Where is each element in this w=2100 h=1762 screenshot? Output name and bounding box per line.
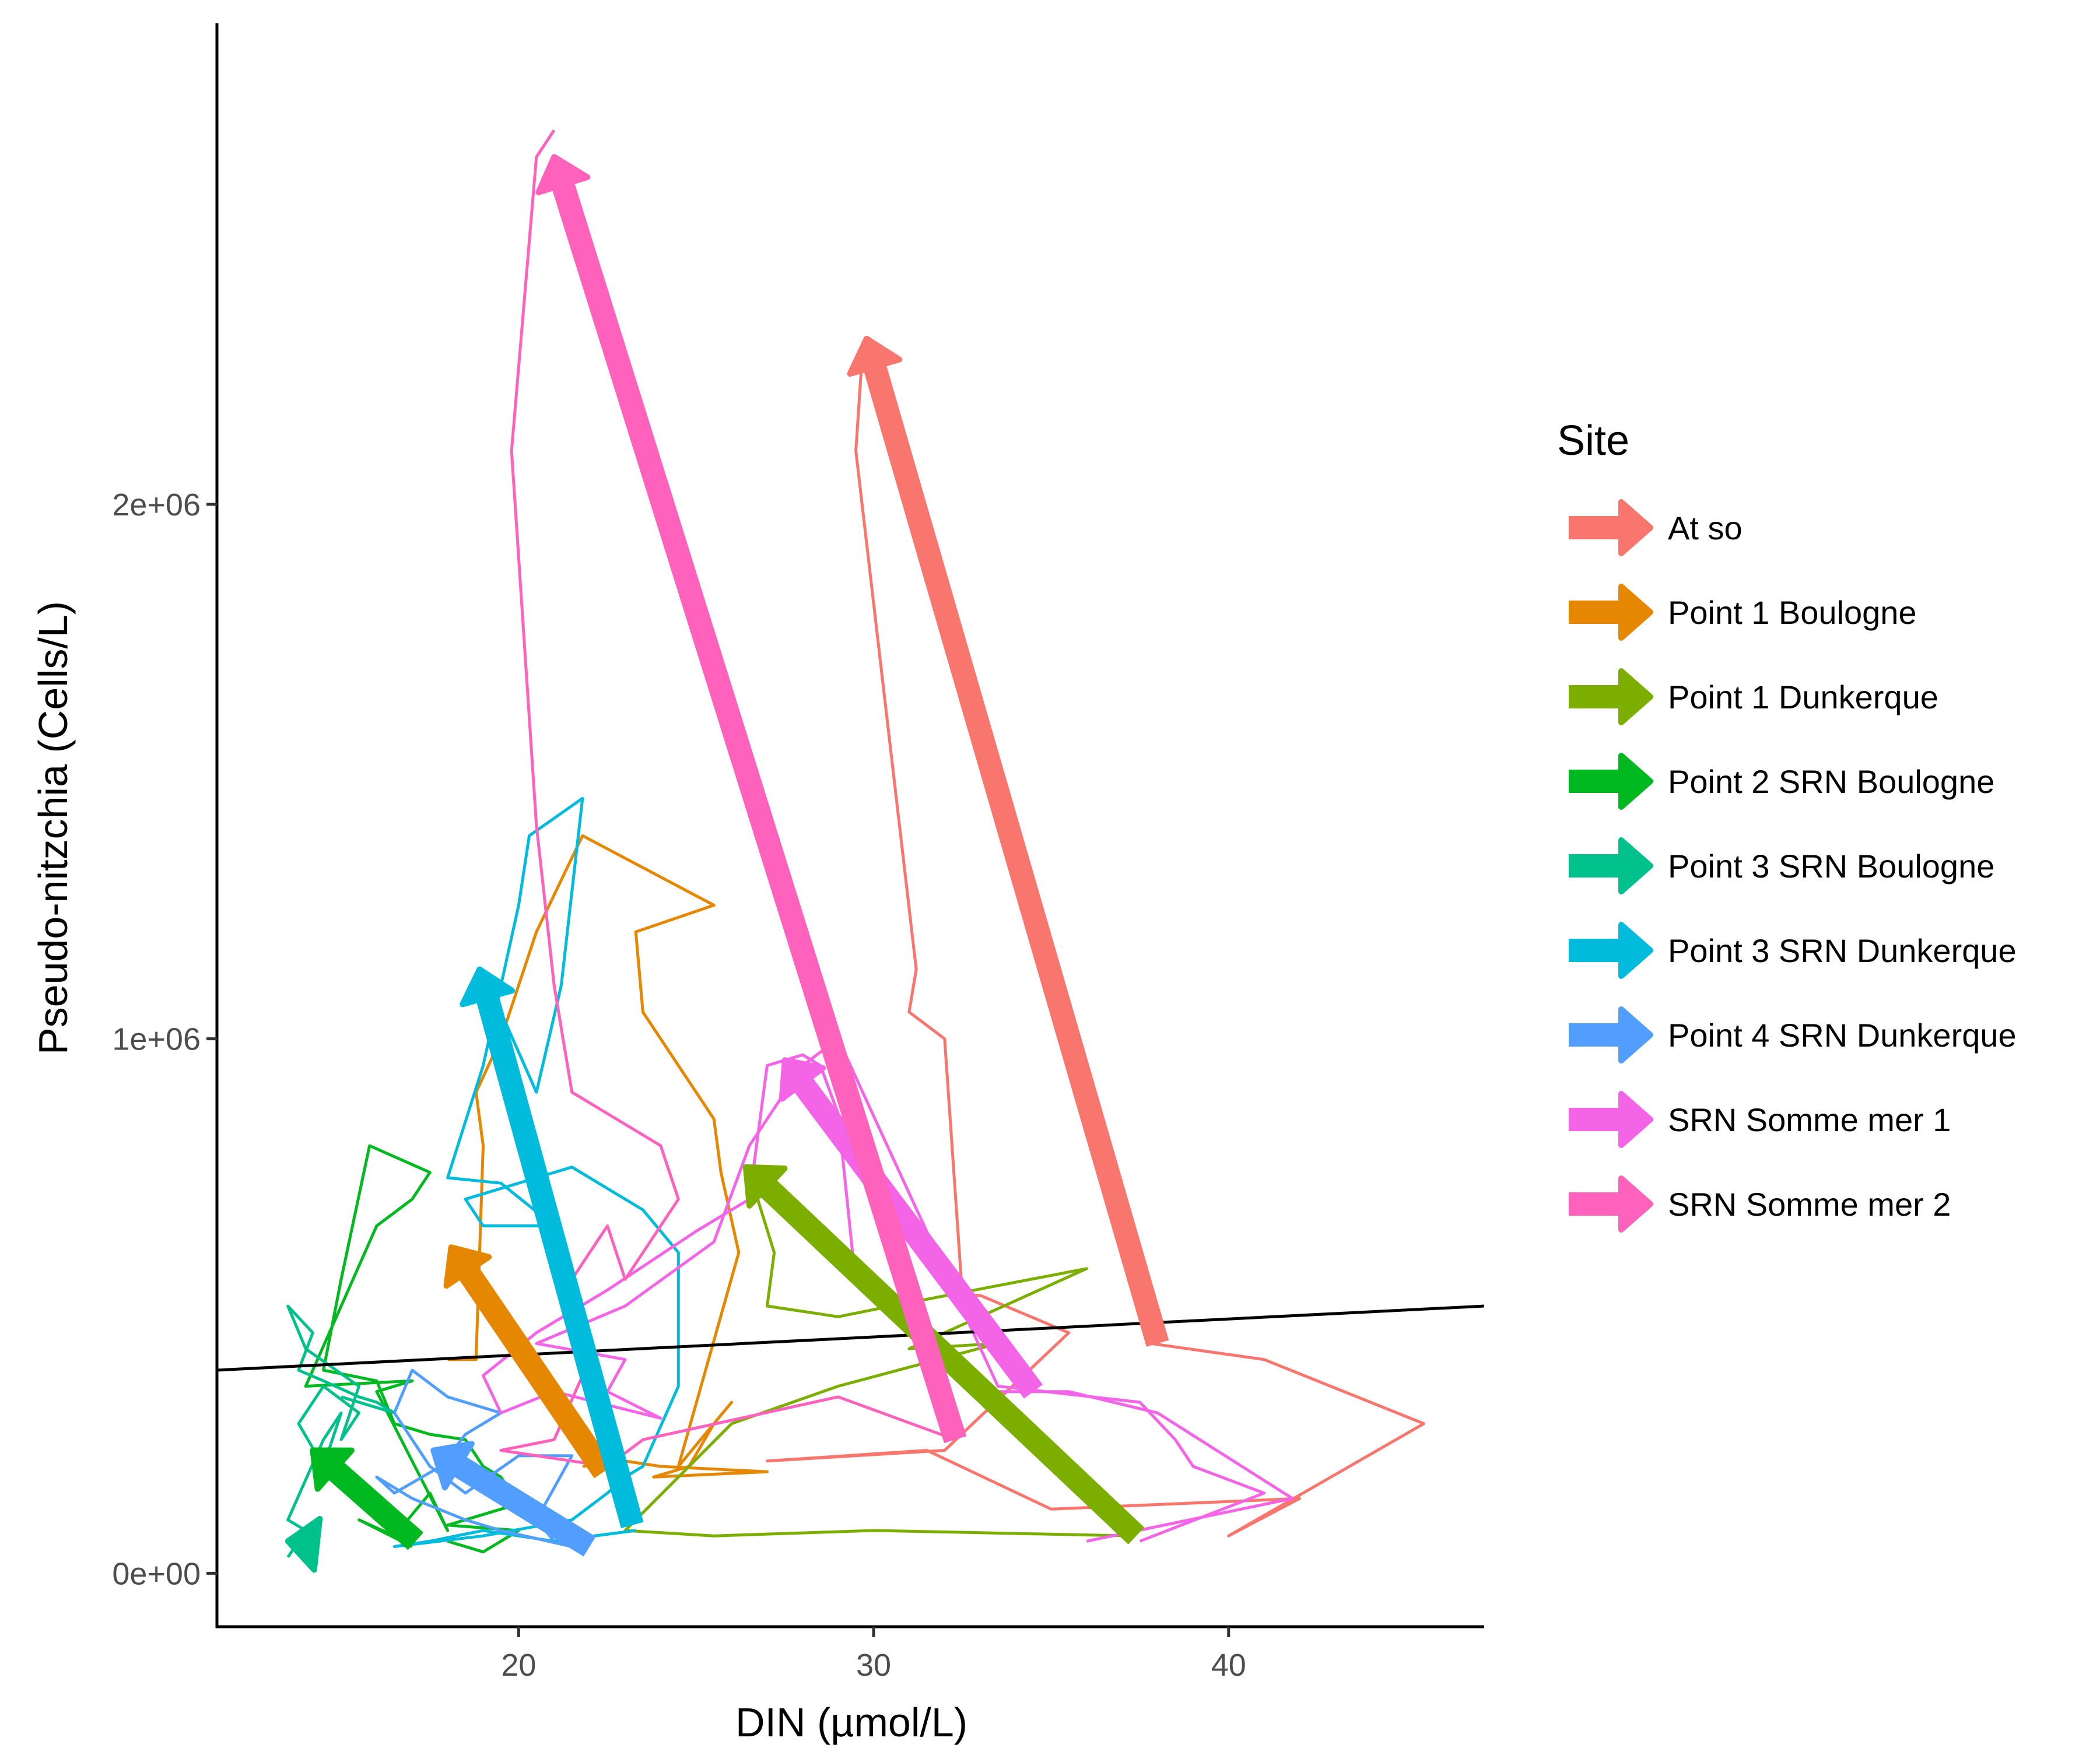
y-tick-label: 2e+06 [112, 487, 201, 522]
legend-label: Point 1 Dunkerque [1668, 679, 1938, 715]
y-axis-title: Pseudo-nitzchia (Cells/L) [30, 601, 76, 1055]
arrow-srn-somme-mer-1 [779, 1057, 1043, 1399]
legend-item-point-2-srn-boulogne: Point 2 SRN Boulogne [1569, 753, 1994, 810]
legend-item-srn-somme-mer-1: SRN Somme mer 1 [1569, 1091, 1951, 1148]
x-axis-title: DIN (µmol/L) [735, 1700, 967, 1745]
legend-item-at-so: At so [1569, 499, 1743, 556]
series-lines [286, 129, 1425, 1559]
arrow-point-3-srn-boulogne [285, 1515, 323, 1573]
arrow-srn-somme-mer-2 [535, 154, 967, 1444]
legend-label: SRN Somme mer 2 [1668, 1186, 1951, 1223]
legend-key-point-4-srn-dunkerque [1569, 1006, 1653, 1063]
legend: Site At so Point 1 Boulogne Point 1 Dunker… [1557, 417, 2017, 1233]
y-tick-label: 1e+06 [112, 1022, 201, 1057]
legend-key-at-so [1569, 499, 1653, 556]
series-line-point-1-boulogne [447, 834, 769, 1479]
series-line-point-3-srn-dunkerque [392, 796, 680, 1548]
legend-item-point-1-boulogne: Point 1 Boulogne [1569, 584, 1917, 641]
legend-item-srn-somme-mer-2: SRN Somme mer 2 [1569, 1175, 1951, 1233]
y-tick-label: 0e+00 [112, 1556, 201, 1591]
legend-label: Point 1 Boulogne [1668, 594, 1917, 631]
axes: 20 30 40 0e+00 1e+06 2e+06 [112, 23, 1484, 1683]
legend-key-point-1-dunkerque [1569, 668, 1653, 725]
legend-key-srn-somme-mer-1 [1569, 1091, 1653, 1148]
legend-label: At so [1668, 510, 1743, 546]
legend-key-srn-somme-mer-2 [1569, 1175, 1653, 1233]
legend-item-point-4-srn-dunkerque: Point 4 SRN Dunkerque [1569, 1006, 2017, 1063]
arrow-point-2-srn-boulogne [310, 1447, 424, 1550]
legend-key-point-3-srn-boulogne [1569, 837, 1653, 894]
arrow-point-3-srn-dunkerque [460, 966, 644, 1529]
series-line-point-3-srn-boulogne [286, 1304, 396, 1559]
trend-line [216, 1304, 1485, 1372]
legend-key-point-2-srn-boulogne [1569, 753, 1653, 810]
arrow-layer [285, 154, 1169, 1573]
legend-label: Point 3 SRN Dunkerque [1668, 932, 2017, 969]
legend-item-point-3-srn-dunkerque: Point 3 SRN Dunkerque [1569, 922, 2017, 979]
arrow-point-4-srn-dunkerque [430, 1441, 596, 1557]
x-tick-label: 20 [501, 1648, 536, 1683]
arrow-point-1-boulogne [443, 1244, 614, 1479]
series-line-point-1-dunkerque [623, 1172, 1133, 1538]
arrow-at-so [847, 335, 1169, 1347]
legend-item-point-1-dunkerque: Point 1 Dunkerque [1569, 668, 1938, 725]
legend-label: Point 3 SRN Boulogne [1668, 848, 1994, 884]
arrow-point-1-dunkerque [742, 1164, 1145, 1545]
x-tick-label: 30 [856, 1648, 891, 1683]
legend-key-point-3-srn-dunkerque [1569, 922, 1653, 979]
legend-item-point-3-srn-boulogne: Point 3 SRN Boulogne [1569, 837, 1994, 894]
legend-label: Point 2 SRN Boulogne [1668, 763, 1994, 800]
legend-label: SRN Somme mer 1 [1668, 1101, 1951, 1138]
series-line-at-so [766, 343, 1425, 1538]
legend-label: Point 4 SRN Dunkerque [1668, 1017, 2017, 1054]
trend-layer [216, 1304, 1485, 1372]
x-tick-label: 40 [1211, 1648, 1246, 1683]
legend-key-point-1-boulogne [1569, 584, 1653, 641]
legend-title: Site [1557, 417, 1629, 464]
